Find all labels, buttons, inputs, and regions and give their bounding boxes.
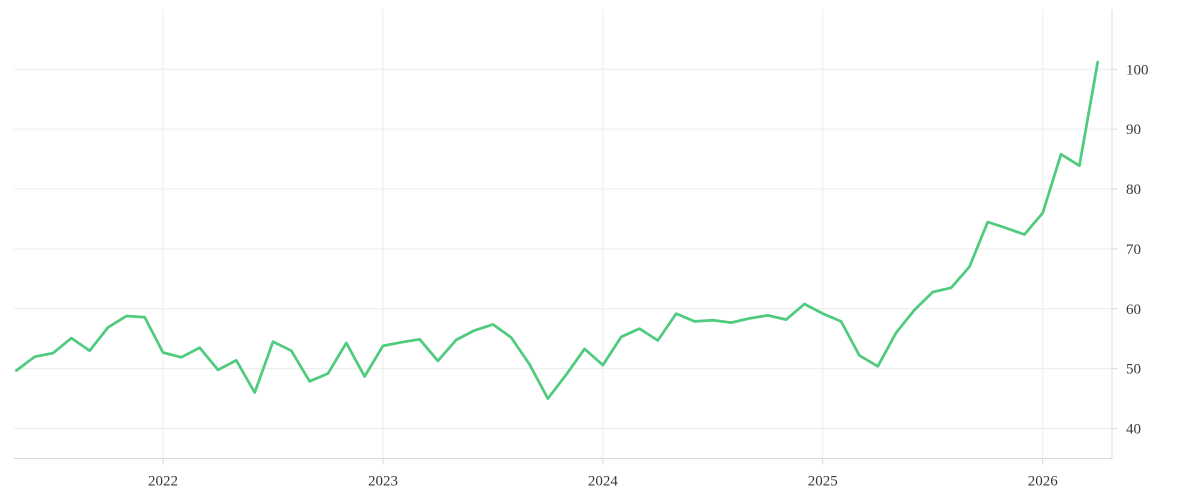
x-axis-label: 2024 <box>588 474 619 490</box>
y-axis-label: 80 <box>1126 182 1141 198</box>
y-axis-label: 90 <box>1126 122 1141 138</box>
y-axis-label: 60 <box>1126 302 1141 318</box>
x-axis-label: 2025 <box>808 474 838 490</box>
price-line <box>15 60 1100 400</box>
y-axis-label: 70 <box>1126 242 1141 258</box>
x-axis-label: 2022 <box>148 474 178 490</box>
x-axis-label: 2023 <box>368 474 398 490</box>
y-axis-label: 40 <box>1126 422 1141 438</box>
x-axis-label: 2026 <box>1028 474 1059 490</box>
y-axis-label: 50 <box>1126 362 1141 378</box>
y-axis-label: 100 <box>1126 62 1149 78</box>
